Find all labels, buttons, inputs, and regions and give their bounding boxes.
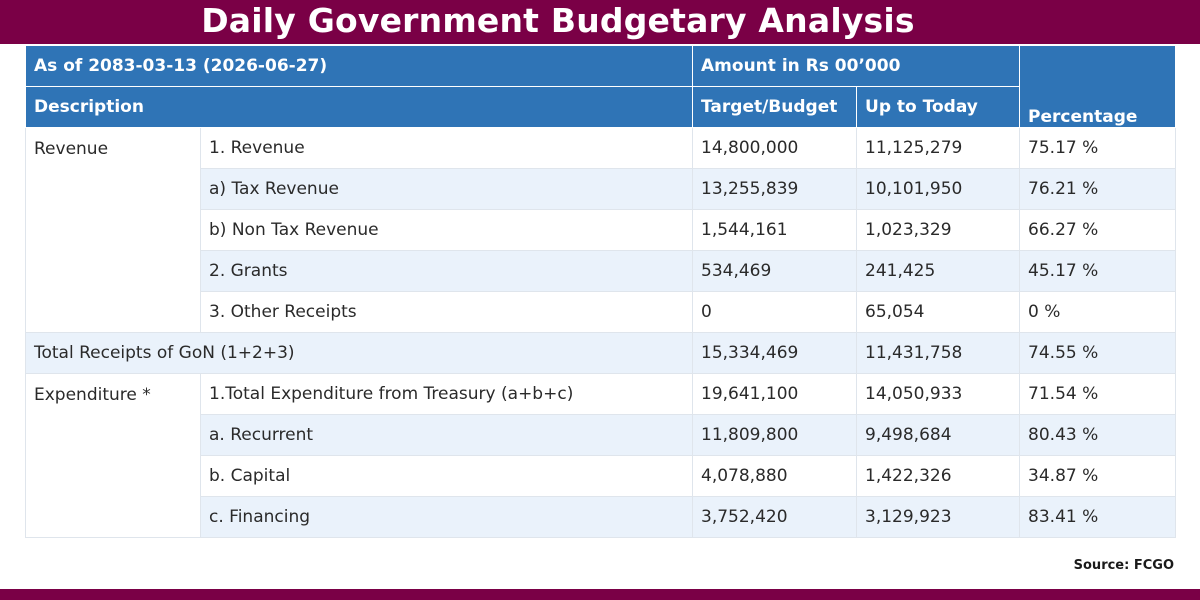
- up-to-today-header: Up to Today: [856, 86, 1021, 128]
- today-value: 10,101,950: [856, 168, 1021, 210]
- row-label: b. Capital: [199, 455, 694, 497]
- today-value: 241,425: [856, 250, 1021, 292]
- percentage-value: 75.17 %: [1019, 127, 1177, 169]
- total-receipts-row: Total Receipts of GoN (1+2+3) 15,334,469…: [24, 332, 1177, 374]
- percentage-value: 0 %: [1019, 291, 1177, 333]
- row-label: Total Receipts of GoN (1+2+3): [24, 332, 694, 374]
- row-label: a) Tax Revenue: [199, 168, 694, 210]
- row-label: c. Financing: [199, 496, 694, 538]
- row-label: 1. Revenue: [199, 127, 694, 169]
- target-value: 11,809,800: [692, 414, 858, 456]
- row-label: 1.Total Expenditure from Treasury (a+b+c…: [199, 373, 694, 415]
- percentage-value: 34.87 %: [1019, 455, 1177, 497]
- as-of-date: As of 2083-03-13 (2026-06-27): [24, 45, 694, 87]
- today-value: 14,050,933: [856, 373, 1021, 415]
- row-label: b) Non Tax Revenue: [199, 209, 694, 251]
- revenue-group-label: Revenue: [25, 127, 201, 333]
- target-value: 3,752,420: [692, 496, 858, 538]
- percentage-value: 76.21 %: [1019, 168, 1177, 210]
- table-row: 3. Other Receipts 0 65,054 0 %: [26, 291, 1177, 333]
- row-label: 3. Other Receipts: [199, 291, 694, 333]
- today-value: 11,125,279: [856, 127, 1021, 169]
- percentage-value: 71.54 %: [1019, 373, 1177, 415]
- row-label: a. Recurrent: [199, 414, 694, 456]
- target-header: Target/Budget: [692, 86, 858, 128]
- percentage-header: Percentage: [1019, 45, 1177, 128]
- source-note: Source: FCGO: [1073, 558, 1174, 573]
- percentage-value: 66.27 %: [1019, 209, 1177, 251]
- table-row: Expenditure * 1.Total Expenditure from T…: [25, 373, 1177, 538]
- footer-bar: [0, 589, 1200, 600]
- target-value: 14,800,000: [692, 127, 858, 169]
- percentage-value: 74.55 %: [1019, 332, 1177, 374]
- today-value: 11,431,758: [856, 332, 1021, 374]
- percentage-value: 80.43 %: [1019, 414, 1177, 456]
- header-row-2: Description Target/Budget Up to Today: [24, 86, 1176, 128]
- percentage-value: 45.17 %: [1019, 250, 1177, 292]
- target-value: 1,544,161: [692, 209, 858, 251]
- title-banner: Daily Government Budgetary Analysis: [0, 0, 1200, 44]
- table-row: b) Non Tax Revenue 1,544,161 1,023,329 6…: [26, 209, 1177, 251]
- target-value: 534,469: [692, 250, 858, 292]
- today-value: 65,054: [856, 291, 1021, 333]
- page-title: Daily Government Budgetary Analysis: [201, 1, 915, 40]
- percentage-value: 83.41 %: [1019, 496, 1177, 538]
- table-row: a. Recurrent 11,809,800 9,498,684 80.43 …: [26, 414, 1177, 456]
- target-value: 13,255,839: [692, 168, 858, 210]
- target-value: 19,641,100: [692, 373, 858, 415]
- today-value: 9,498,684: [856, 414, 1021, 456]
- row-label: 2. Grants: [199, 250, 694, 292]
- today-value: 3,129,923: [856, 496, 1021, 538]
- table-row: b. Capital 4,078,880 1,422,326 34.87 %: [26, 455, 1177, 497]
- target-value: 0: [692, 291, 858, 333]
- table-row: a) Tax Revenue 13,255,839 10,101,950 76.…: [26, 168, 1177, 210]
- amount-unit-header: Amount in Rs 00’000: [692, 45, 1021, 87]
- table-row: Revenue 1. Revenue 14,800,000 11,125,279…: [25, 127, 1177, 333]
- target-value: 4,078,880: [692, 455, 858, 497]
- table-row: c. Financing 3,752,420 3,129,923 83.41 %: [26, 496, 1177, 538]
- header-row-1: As of 2083-03-13 (2026-06-27) Amount in …: [24, 45, 1177, 128]
- target-value: 15,334,469: [692, 332, 858, 374]
- today-value: 1,422,326: [856, 455, 1021, 497]
- description-header: Description: [24, 86, 694, 128]
- today-value: 1,023,329: [856, 209, 1021, 251]
- table-row: 2. Grants 534,469 241,425 45.17 %: [26, 250, 1177, 292]
- expenditure-group-label: Expenditure *: [25, 373, 201, 538]
- budget-table: As of 2083-03-13 (2026-06-27) Amount in …: [24, 45, 1177, 538]
